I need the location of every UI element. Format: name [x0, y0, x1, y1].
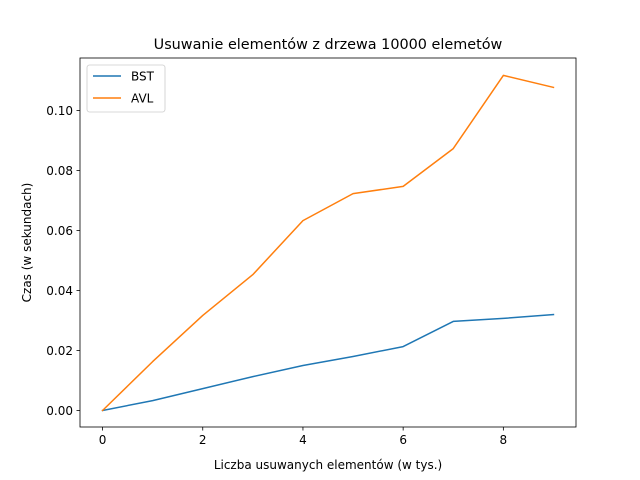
legend-label-bst: BST — [131, 69, 155, 83]
x-axis-label: Liczba usuwanych elementów (w tys.) — [214, 458, 442, 472]
x-tick-label: 4 — [299, 433, 307, 447]
x-tick-label: 0 — [99, 433, 107, 447]
legend-label-avl: AVL — [131, 91, 154, 105]
y-axis: 0.00 0.02 0.04 0.06 0.08 0.10 — [46, 104, 80, 418]
y-tick-label: 0.10 — [46, 104, 73, 118]
y-tick-label: 0.04 — [46, 284, 73, 298]
y-axis-label: Czas (w sekundach) — [20, 183, 34, 303]
x-tick-label: 2 — [199, 433, 207, 447]
y-tick-label: 0.06 — [46, 224, 73, 238]
x-axis: 0 2 4 6 8 — [99, 427, 507, 447]
series-line-avl — [101, 74, 555, 412]
x-tick-label: 6 — [399, 433, 407, 447]
series-layer — [101, 74, 555, 412]
legend: BST AVL — [86, 64, 166, 113]
plot-area-frame — [79, 57, 577, 428]
y-tick-label: 0.02 — [46, 344, 73, 358]
series-line-bst — [101, 313, 555, 412]
y-tick-label: 0.08 — [46, 164, 73, 178]
x-tick-label: 8 — [500, 433, 508, 447]
y-tick-label: 0.00 — [46, 404, 73, 418]
chart-title: Usuwanie elementów z drzewa 10000 elemet… — [154, 37, 503, 53]
